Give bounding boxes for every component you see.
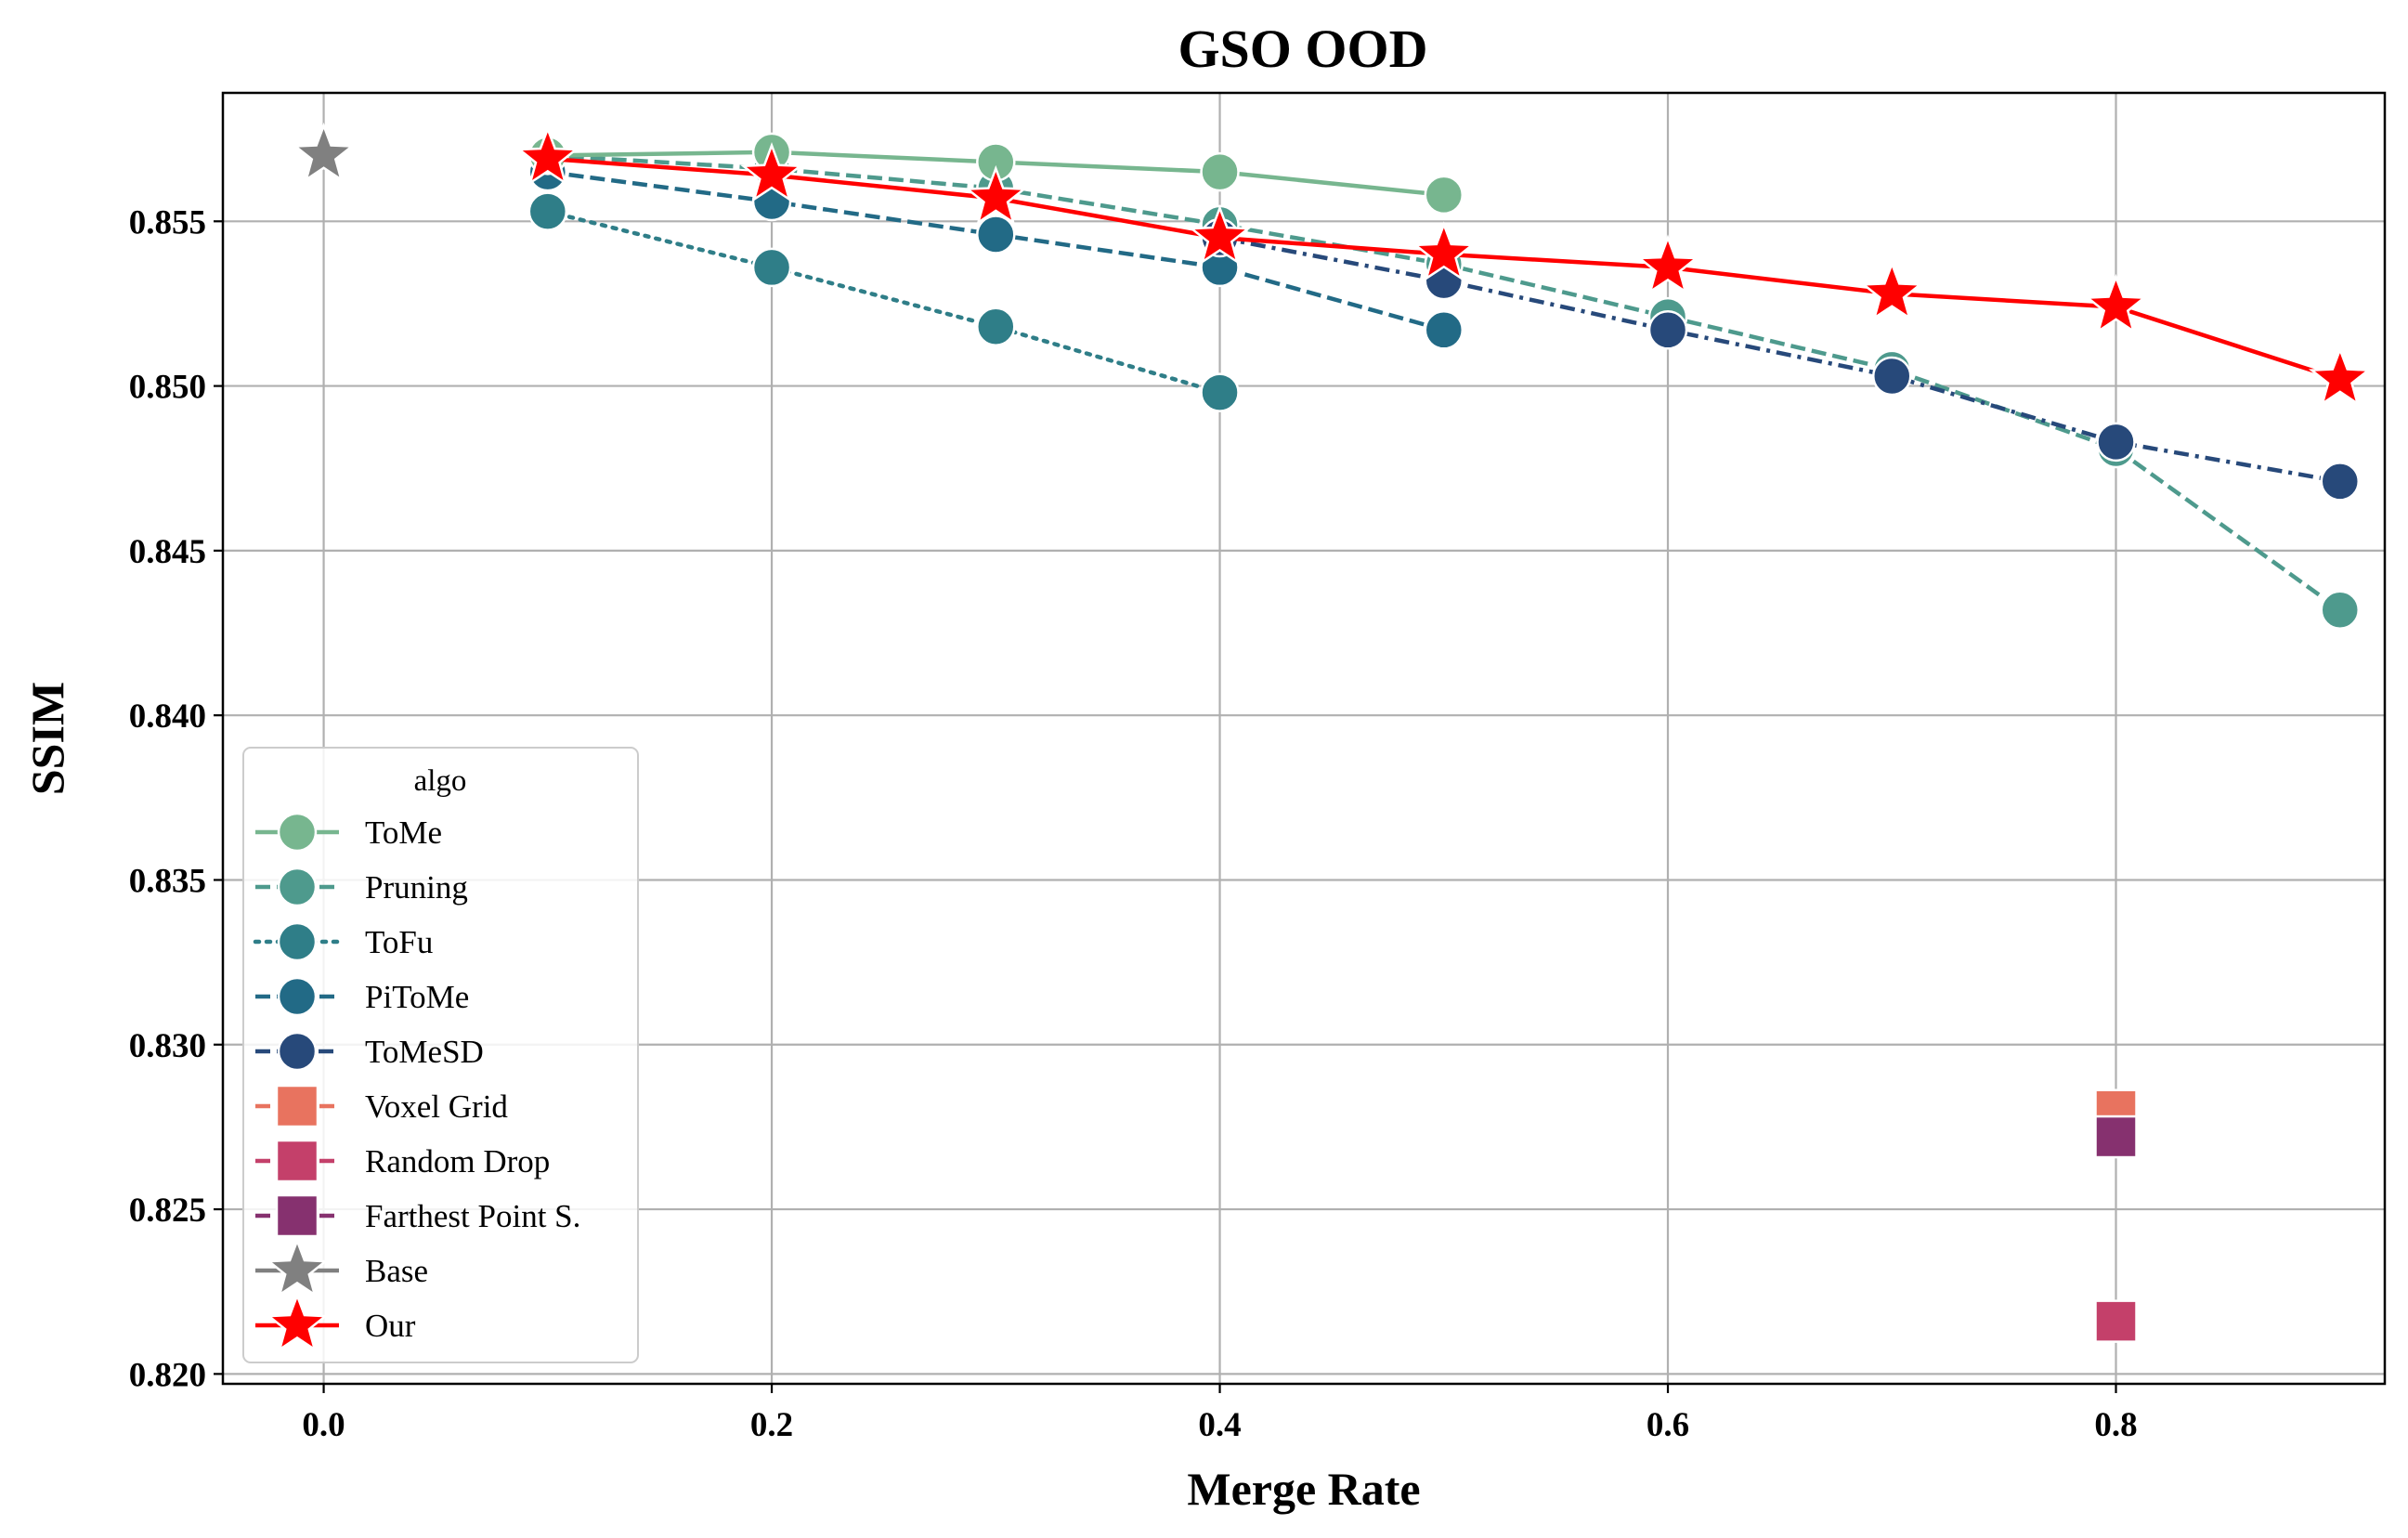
x-axis-label: Merge Rate — [1187, 1463, 1420, 1515]
legend-item-pruning: Pruning — [255, 867, 468, 907]
point-tome — [1424, 175, 1464, 215]
series-pitome — [527, 151, 1464, 350]
legend-marker — [277, 812, 318, 853]
legend-label: Pruning — [365, 869, 468, 906]
point-tomesd — [1647, 310, 1688, 350]
legend-box — [242, 747, 639, 1363]
y-tick-label: 0.830 — [129, 1027, 206, 1065]
legend-label: ToMe — [365, 815, 442, 851]
series-tofu — [527, 191, 1240, 412]
legend-label: Voxel Grid — [365, 1088, 508, 1125]
legend-marker — [277, 1031, 318, 1072]
x-tick-label: 0.2 — [750, 1406, 793, 1444]
series-tomesd — [1200, 217, 2361, 502]
x-tick-label: 0.4 — [1198, 1406, 1241, 1444]
legend-marker — [275, 1084, 319, 1128]
series-our — [516, 125, 2372, 407]
point-our — [964, 164, 1028, 226]
point-our — [1412, 221, 1476, 281]
x-tick-label: 0.0 — [302, 1406, 345, 1444]
legend-label: Random Drop — [365, 1143, 550, 1180]
point-our — [2084, 273, 2148, 334]
legend: algo ToMe Pruning ToFu PiToMe ToMeSD Voxel Gr… — [242, 747, 639, 1363]
point-our — [2308, 345, 2372, 407]
grid — [223, 93, 2385, 1384]
y-tick-label: 0.825 — [129, 1192, 206, 1230]
legend-marker — [277, 867, 318, 907]
y-tick-label: 0.835 — [129, 862, 206, 900]
point-our — [740, 142, 803, 202]
point-our — [1860, 260, 1924, 321]
point-pitome — [1424, 310, 1464, 350]
point-pruning — [2320, 590, 2361, 630]
series-layer — [292, 122, 2372, 1343]
legend-item-our: Our — [255, 1292, 416, 1352]
series-base — [292, 122, 356, 183]
legend-item-tome: ToMe — [255, 812, 442, 853]
point-our — [1636, 234, 1699, 294]
x-tick-label: 0.8 — [2094, 1406, 2137, 1444]
legend-marker — [275, 1139, 319, 1183]
legend-marker — [275, 1193, 319, 1238]
point-tofu — [1200, 372, 1240, 412]
point-our — [516, 125, 579, 186]
legend-item-tomesd: ToMeSD — [255, 1031, 484, 1072]
legend-label: PiToMe — [365, 979, 469, 1015]
point-base — [292, 122, 356, 183]
series-line-tofu — [545, 209, 1222, 395]
legend-item-base: Base — [255, 1237, 428, 1297]
legend-item-random-drop: Random Drop — [255, 1139, 550, 1183]
point-tofu — [751, 247, 792, 288]
point-tofu — [976, 306, 1016, 347]
series-random-drop — [2094, 1299, 2138, 1343]
legend-title: algo — [414, 764, 467, 798]
legend-label: Base — [365, 1253, 428, 1289]
point-random-drop — [2094, 1299, 2138, 1343]
y-tick-label: 0.855 — [129, 203, 206, 241]
y-tick-label: 0.820 — [129, 1356, 206, 1394]
series-tome — [527, 132, 1464, 215]
point-our — [1188, 204, 1252, 265]
legend-marker — [266, 1292, 329, 1352]
legend-item-tofu: ToFu — [253, 921, 433, 962]
series-line-tomesd — [1219, 235, 2341, 484]
legend-item-voxel-grid: Voxel Grid — [255, 1084, 508, 1128]
point-tome — [1200, 151, 1240, 192]
legend-marker — [277, 921, 318, 962]
point-pitome — [976, 215, 1016, 254]
point-farthest-point-s — [2094, 1114, 2138, 1159]
y-tick-label: 0.840 — [129, 697, 206, 736]
plot-frame — [221, 91, 2387, 1386]
series-farthest-point-s — [2094, 1114, 2138, 1159]
y-axis-label: SSIM — [21, 682, 73, 795]
tick-layer: 0.0 0.2 0.4 0.6 0.8 0.820 0.825 0.830 0.835 0.840… — [129, 203, 2138, 1444]
legend-marker — [266, 1237, 329, 1297]
legend-items: ToMe Pruning ToFu PiToMe ToMeSD Voxel Grid Ran… — [253, 812, 580, 1352]
point-tomesd — [1872, 356, 1912, 397]
chart-title: GSO OOD — [1178, 19, 1427, 79]
point-tomesd — [2320, 462, 2361, 502]
legend-label: ToMeSD — [365, 1034, 484, 1070]
point-tofu — [527, 191, 568, 231]
legend-item-farthest-point-s: Farthest Point S. — [255, 1193, 580, 1238]
y-tick-label: 0.845 — [129, 533, 206, 571]
x-tick-label: 0.6 — [1647, 1406, 1689, 1444]
point-tomesd — [2096, 422, 2136, 463]
legend-label: Our — [365, 1308, 416, 1344]
legend-marker — [277, 976, 318, 1017]
legend-label: Farthest Point S. — [365, 1198, 580, 1234]
y-tick-label: 0.850 — [129, 369, 206, 407]
legend-label: ToFu — [365, 924, 433, 960]
legend-item-pitome: PiToMe — [255, 976, 469, 1017]
